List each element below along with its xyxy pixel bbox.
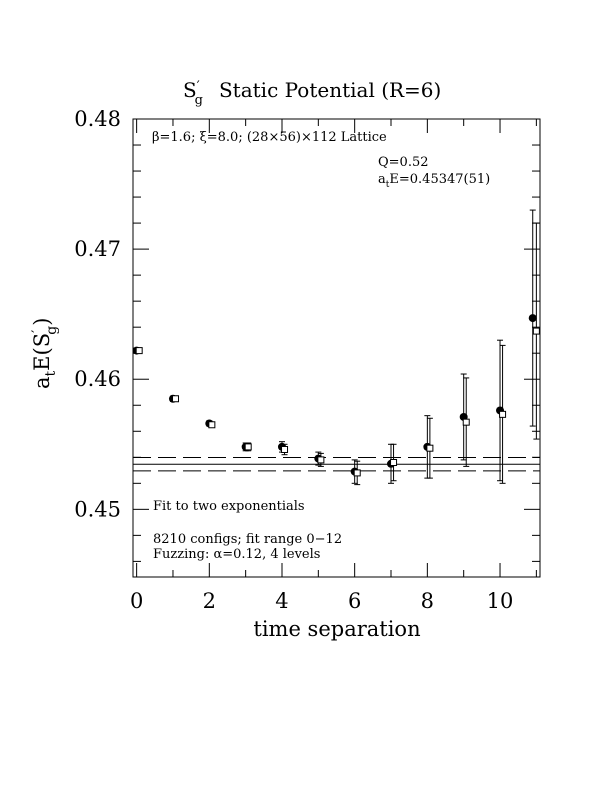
data-point-square xyxy=(317,456,325,464)
y-label-suffix: ) xyxy=(30,318,54,326)
x-tick-label: 2 xyxy=(203,589,216,613)
data-point-square xyxy=(426,444,434,452)
fit-lines xyxy=(133,457,540,472)
annotation-energy-rest: E=0.45347(51) xyxy=(389,172,490,187)
plot-frame xyxy=(132,118,541,578)
data-point-square xyxy=(353,469,361,477)
x-tick-label: 0 xyxy=(130,589,143,613)
x-axis-label: time separation xyxy=(253,617,420,641)
title-symbol-sub: g xyxy=(195,93,203,108)
title-symbol: S xyxy=(183,78,197,102)
data-point-square xyxy=(281,445,289,453)
x-tick-label: 8 xyxy=(421,589,434,613)
annotation-energy-sub: t xyxy=(386,180,390,190)
annotation-fit: Fit to two exponentials xyxy=(153,499,305,514)
annotation-q: Q=0.52 xyxy=(378,155,429,170)
data-point-circle xyxy=(528,314,537,323)
y-tick-label: 0.48 xyxy=(74,107,121,131)
data-point-square xyxy=(532,327,540,335)
y-label-prefix: a xyxy=(30,376,54,389)
x-tick-label: 6 xyxy=(348,589,361,613)
data-point-square xyxy=(172,395,180,403)
x-tick-label: 4 xyxy=(275,589,288,613)
x-tick-label: 10 xyxy=(487,589,514,613)
y-tick-label: 0.47 xyxy=(74,237,121,261)
data-point-square xyxy=(135,347,143,355)
y-label-main: E(S xyxy=(30,333,54,371)
y-tick-label: 0.46 xyxy=(74,367,121,391)
annotation-fuzzing: Fuzzing: α=0.12, 4 levels xyxy=(153,547,320,562)
data-points xyxy=(132,209,540,486)
data-point-square xyxy=(208,421,216,429)
y-label-prime: ′ xyxy=(30,330,46,333)
y-tick-label: 0.45 xyxy=(74,497,121,521)
title-symbol-prime: ′ xyxy=(197,79,200,94)
axis-tick-labels: 0 2 4 6 8 10 0.45 0.46 0.47 0.48 xyxy=(74,107,513,613)
title-text: Static Potential (R=6) xyxy=(219,78,441,102)
data-point-square xyxy=(462,418,470,426)
data-point-square xyxy=(390,459,398,466)
chart-title: S′ g Static Potential (R=6) xyxy=(183,78,441,108)
annotation-energy: atE=0.45347(51) xyxy=(378,172,490,190)
y-label-prefix-sub: t xyxy=(43,370,59,376)
annotation-configs: 8210 configs; fit range 0−12 xyxy=(153,532,342,547)
annotation-energy-prefix: a xyxy=(378,172,386,187)
data-point-square xyxy=(499,410,507,418)
axis-ticks xyxy=(133,118,540,577)
data-point-square xyxy=(244,443,252,451)
y-axis-label: atE(S′g) xyxy=(30,318,60,389)
y-label-sub: g xyxy=(44,326,60,335)
annotation-lattice: β=1.6; ξ=8.0; (28×56)×112 Lattice xyxy=(152,130,387,145)
